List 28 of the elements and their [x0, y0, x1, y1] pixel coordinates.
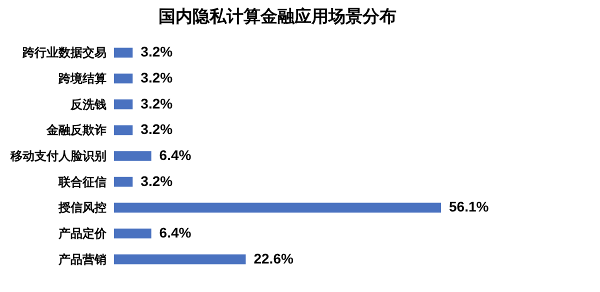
- data-label: 56.1%: [449, 198, 490, 215]
- bar: [114, 99, 133, 110]
- bar: [114, 125, 133, 136]
- chart-title: 国内隐私计算金融应用场景分布: [158, 7, 396, 27]
- data-label: 3.2%: [140, 95, 174, 112]
- bar: [114, 176, 133, 187]
- bar: [114, 74, 133, 84]
- y-tick-label: 联合征信: [58, 174, 106, 189]
- y-tick-label: 移动支付人脸识别: [10, 149, 106, 163]
- y-tick-label: 金融反欺诈: [46, 123, 106, 138]
- y-tick-label: 反洗钱: [70, 97, 106, 112]
- data-label: 6.4%: [159, 224, 192, 241]
- data-label: 3.2%: [140, 172, 174, 189]
- y-tick-label: 跨境结算: [58, 71, 106, 86]
- data-label: 22.6%: [254, 250, 294, 266]
- data-label: 3.2%: [140, 69, 174, 86]
- y-tick-label: 授信风控: [58, 200, 106, 215]
- data-label: 3.2%: [140, 121, 174, 138]
- y-tick-label: 产品营销: [58, 252, 106, 266]
- bar: [114, 202, 441, 213]
- bar: [114, 151, 152, 161]
- bar: [114, 228, 152, 238]
- y-tick-label: 产品定价: [58, 226, 108, 241]
- data-label: 3.2%: [140, 44, 174, 60]
- bar: [114, 254, 246, 264]
- y-tick-label: 跨行业数据交易: [22, 46, 106, 60]
- data-label: 6.4%: [159, 147, 192, 163]
- bar: [114, 48, 133, 58]
